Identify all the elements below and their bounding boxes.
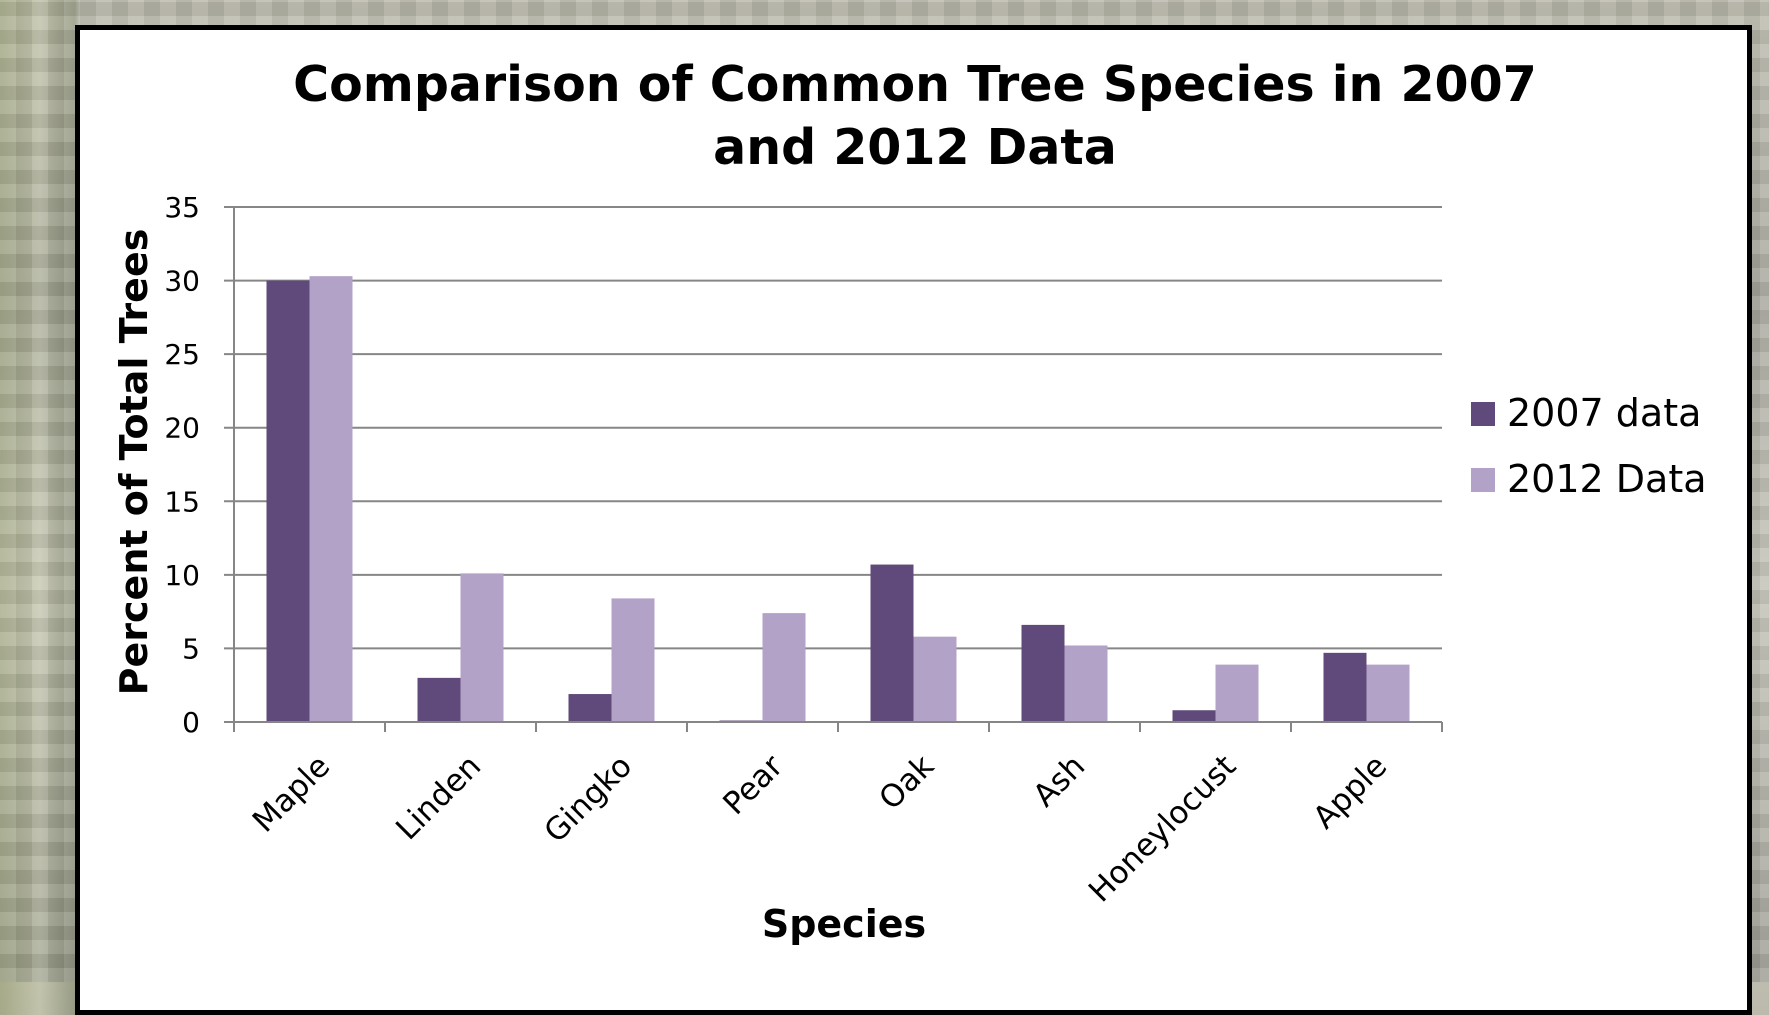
x-category-label: Ash — [1026, 748, 1092, 814]
chart-title-line-1: Comparison of Common Tree Species in 200… — [293, 56, 1537, 113]
bar-2007-ash — [1021, 624, 1065, 722]
x-category-label: Linden — [389, 748, 488, 847]
legend-swatch — [1471, 402, 1495, 426]
y-tick-label: 5 — [182, 632, 200, 665]
x-category-label: Apple — [1306, 748, 1394, 836]
bar-2012-ash — [1064, 645, 1108, 722]
x-category-label: Honeylocust — [1082, 748, 1243, 909]
y-tick-label: 15 — [164, 485, 200, 518]
bar-2007-linden — [417, 677, 461, 722]
bar-2012-gingko — [611, 598, 655, 722]
bar-2007-apple — [1323, 652, 1367, 722]
x-axis-title: Species — [762, 902, 926, 946]
axes — [224, 207, 1443, 732]
chart-title-line-2: and 2012 Data — [713, 119, 1117, 176]
chart-panel — [75, 25, 1752, 1015]
legend-label: 2007 data — [1507, 391, 1701, 435]
x-category-label: Oak — [872, 748, 941, 817]
bar-2007-honeylocust — [1172, 710, 1216, 722]
bars — [266, 276, 1410, 722]
bar-2012-pear — [762, 613, 806, 722]
bar-2012-oak — [913, 636, 957, 722]
bar-2007-maple — [266, 280, 310, 722]
y-tick-label: 10 — [164, 559, 200, 592]
x-category-label: Maple — [246, 748, 337, 839]
y-tick-label: 35 — [164, 191, 200, 224]
y-tick-label: 0 — [182, 706, 200, 739]
legend-swatch — [1471, 468, 1495, 492]
legend: 2007 data 2012 Data — [1471, 391, 1707, 501]
y-tick-label: 25 — [164, 338, 200, 371]
bar-2012-honeylocust — [1215, 664, 1259, 722]
legend-label: 2012 Data — [1507, 457, 1707, 501]
y-tick-labels: 0 5 10 15 20 25 30 35 — [164, 191, 200, 739]
chart: Comparison of Common Tree Species in 200… — [112, 56, 1707, 946]
bar-2007-oak — [870, 564, 914, 722]
gridlines — [224, 206, 1442, 650]
y-axis-title: Percent of Total Trees — [112, 229, 156, 696]
bar-2012-maple — [309, 276, 353, 722]
x-category-label: Gingko — [537, 748, 639, 850]
x-category-label: Pear — [716, 748, 790, 822]
bar-2007-gingko — [568, 694, 612, 722]
y-tick-label: 30 — [164, 265, 200, 298]
bar-2012-linden — [460, 573, 504, 722]
bar-2012-apple — [1366, 664, 1410, 722]
y-tick-label: 20 — [164, 412, 200, 445]
